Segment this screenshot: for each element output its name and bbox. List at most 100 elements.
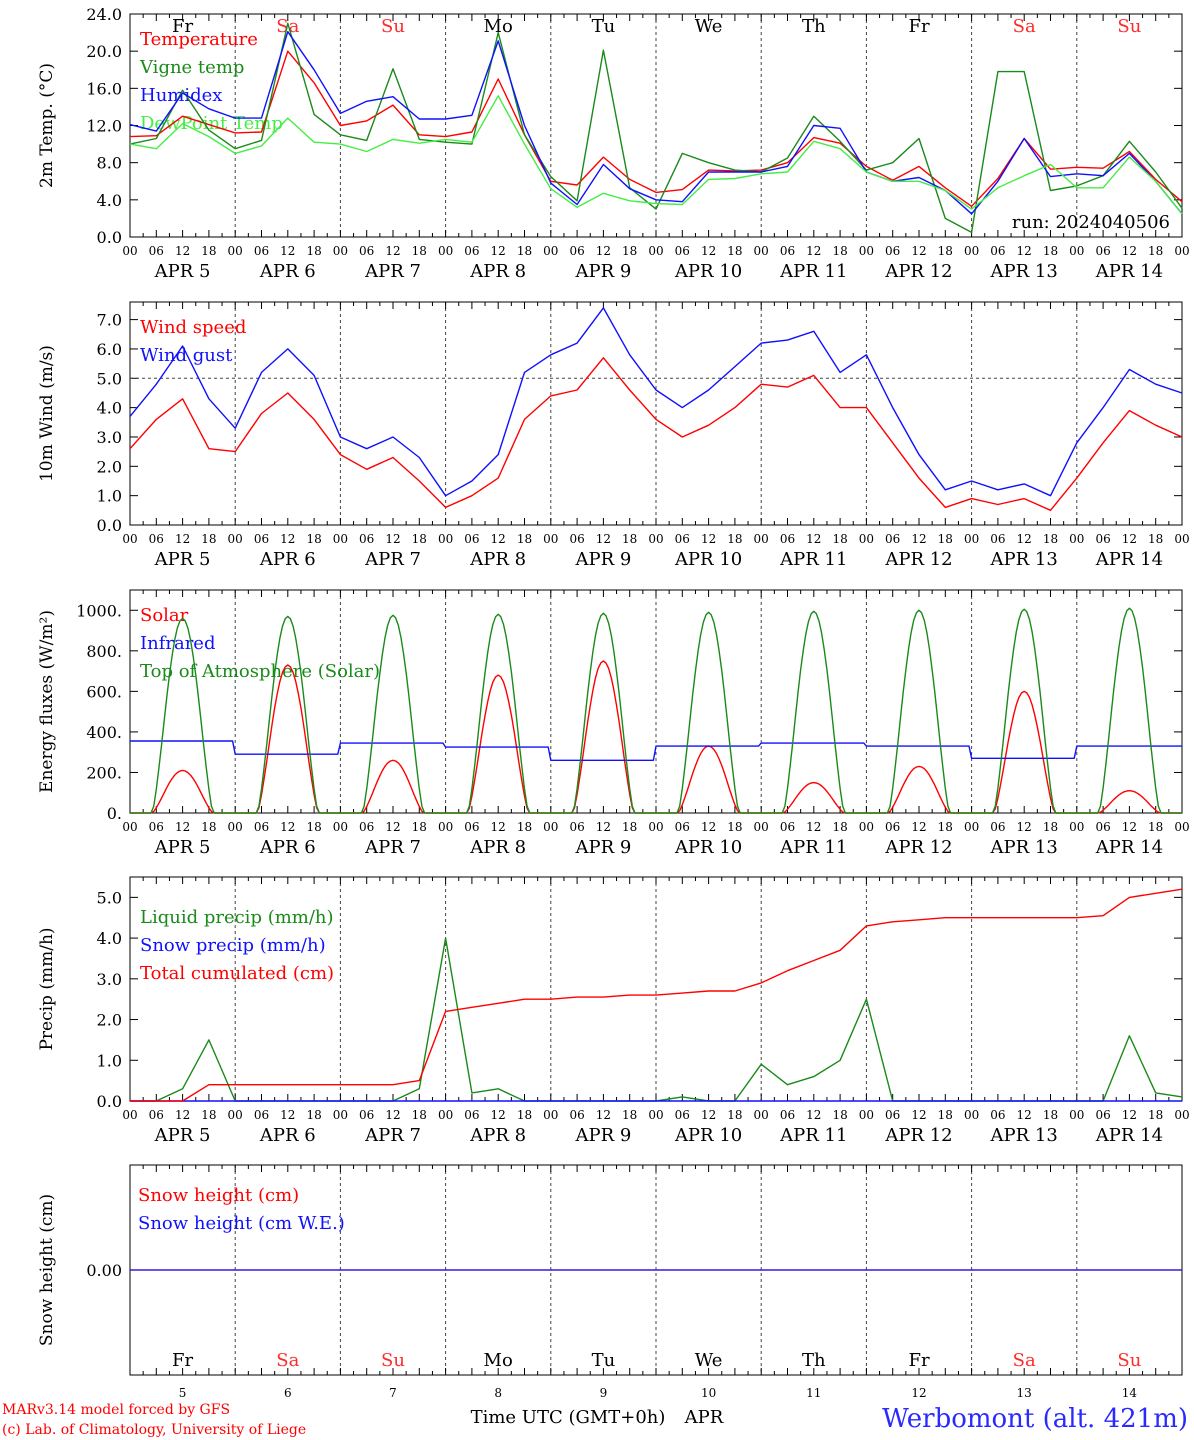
hour-tick-label: 12: [385, 244, 400, 258]
y-tick-label: 4.0: [97, 929, 122, 948]
hour-tick-label: 18: [938, 820, 953, 834]
station-name: Werbomont (alt. 421m): [882, 1404, 1188, 1434]
hour-tick-label: 06: [1095, 244, 1110, 258]
y-axis-title: Snow height (cm): [37, 1194, 57, 1346]
series-line: [129, 307, 1183, 497]
hour-tick-label: 12: [280, 1108, 295, 1122]
hour-tick-label: 18: [412, 1108, 427, 1122]
hour-tick-label: 00: [1069, 532, 1084, 546]
hour-tick-label: 00: [1069, 244, 1084, 258]
hour-tick-label: 00: [754, 820, 769, 834]
hour-tick-label: 00: [122, 244, 137, 258]
weekday-label: We: [695, 1350, 723, 1371]
weekday-label: Sa: [1013, 1350, 1036, 1371]
hour-tick-label: 18: [517, 820, 532, 834]
time-axis-label: Time UTC (GMT+0h): [471, 1407, 666, 1428]
hour-tick-label: 18: [412, 532, 427, 546]
date-label: APR 13: [990, 837, 1058, 858]
hour-tick-label: 00: [754, 532, 769, 546]
hour-tick-label: 18: [1043, 244, 1058, 258]
hour-tick-label: 12: [1122, 532, 1137, 546]
y-tick-label: 4.0: [97, 191, 122, 210]
hour-tick-label: 18: [517, 1108, 532, 1122]
y-tick-label: 0.0: [97, 228, 122, 247]
hour-tick-label: 18: [1148, 244, 1163, 258]
date-label: APR 6: [259, 1125, 316, 1146]
hour-tick-label: 18: [201, 532, 216, 546]
date-label: APR 14: [1095, 549, 1163, 570]
panel-wind: 0.0 1.0 2.0 3.0 4.0 5.0 6.0 7.0 10m Wind (m/s) Wi…: [37, 301, 1190, 570]
hour-tick-label: 00: [333, 1108, 348, 1122]
y-tick-label: 4.0: [97, 399, 122, 418]
hour-tick-label: 00: [543, 532, 558, 546]
hour-tick-label: 00: [122, 820, 137, 834]
hour-tick-label: 12: [491, 1108, 506, 1122]
hour-tick-label: 18: [517, 244, 532, 258]
weekday-label: Th: [802, 1350, 826, 1371]
legend-entry: Snow precip (mm/h): [140, 935, 326, 956]
hour-tick-label: 12: [1017, 820, 1032, 834]
hour-tick-label: 06: [149, 244, 164, 258]
weekday-label: Sa: [276, 1350, 299, 1371]
hour-tick-label: 00: [1174, 244, 1189, 258]
hour-tick-label: 06: [675, 532, 690, 546]
y-tick-label: 800.: [86, 642, 122, 661]
hour-tick-label: 06: [464, 244, 479, 258]
hour-tick-label: 06: [149, 820, 164, 834]
hour-tick-label: 12: [806, 820, 821, 834]
weekday-label: Mo: [484, 1350, 513, 1371]
hour-tick-label: 00: [543, 1108, 558, 1122]
hour-tick-label: 12: [701, 244, 716, 258]
hour-tick-label: 06: [569, 532, 584, 546]
hour-tick-label: 12: [1017, 1108, 1032, 1122]
hour-tick-label: 18: [1148, 1108, 1163, 1122]
hour-tick-label: 06: [990, 244, 1005, 258]
hour-tick-label: 06: [254, 532, 269, 546]
hour-tick-label: 00: [1069, 1108, 1084, 1122]
weekday-label: Su: [1117, 1350, 1141, 1371]
hour-tick-label: 06: [885, 532, 900, 546]
hour-tick-label: 12: [1017, 532, 1032, 546]
legend-entry: Infrared: [140, 633, 215, 654]
panel-precip: 0.0 1.0 2.0 3.0 4.0 5.0 Precip (mm/h) Liquid pr…: [37, 876, 1190, 1146]
hour-tick-label: 18: [832, 1108, 847, 1122]
hour-tick-label: 06: [780, 820, 795, 834]
hour-tick-label: 06: [885, 244, 900, 258]
hour-tick-label: 12: [175, 1108, 190, 1122]
legend-entry: Snow height (cm W.E.): [138, 1213, 345, 1234]
y-tick-label: 12.0: [86, 117, 122, 136]
day-number: 12: [911, 1386, 926, 1400]
day-number: 9: [600, 1386, 608, 1400]
legend-entry: Solar: [140, 605, 189, 626]
hour-tick-label: 18: [1148, 820, 1163, 834]
legend-entry: Vigne temp: [139, 57, 244, 78]
hour-tick-label: 00: [859, 1108, 874, 1122]
date-label: APR 5: [154, 261, 211, 282]
hour-tick-label: 18: [306, 244, 321, 258]
series-line: [130, 740, 1182, 761]
hour-tick-label: 00: [964, 1108, 979, 1122]
hour-tick-label: 00: [438, 820, 453, 834]
hour-tick-label: 00: [1174, 532, 1189, 546]
weekday-label: Tu: [592, 1350, 616, 1371]
hour-tick-label: 12: [701, 532, 716, 546]
hour-tick-label: 12: [911, 244, 926, 258]
lab-credit: (c) Lab. of Climatology, University of L…: [2, 1422, 306, 1438]
date-label: APR 8: [469, 261, 526, 282]
legend-entry: Wind speed: [140, 317, 246, 338]
hour-tick-label: 18: [727, 1108, 742, 1122]
hour-tick-label: 06: [569, 820, 584, 834]
y-tick-label: 1.0: [97, 1051, 122, 1070]
weekday-label: Fr: [172, 16, 193, 37]
hour-tick-label: 00: [333, 532, 348, 546]
y-tick-label: 0.0: [97, 516, 122, 535]
date-label: APR 14: [1095, 1125, 1163, 1146]
weekday-label: Sa: [1013, 16, 1036, 37]
weekday-label: Fr: [908, 1350, 929, 1371]
hour-tick-label: 00: [859, 244, 874, 258]
hour-tick-label: 00: [228, 1108, 243, 1122]
hour-tick-label: 06: [254, 244, 269, 258]
date-label: APR 10: [674, 261, 742, 282]
hour-tick-label: 12: [385, 1108, 400, 1122]
hour-tick-label: 12: [596, 532, 611, 546]
